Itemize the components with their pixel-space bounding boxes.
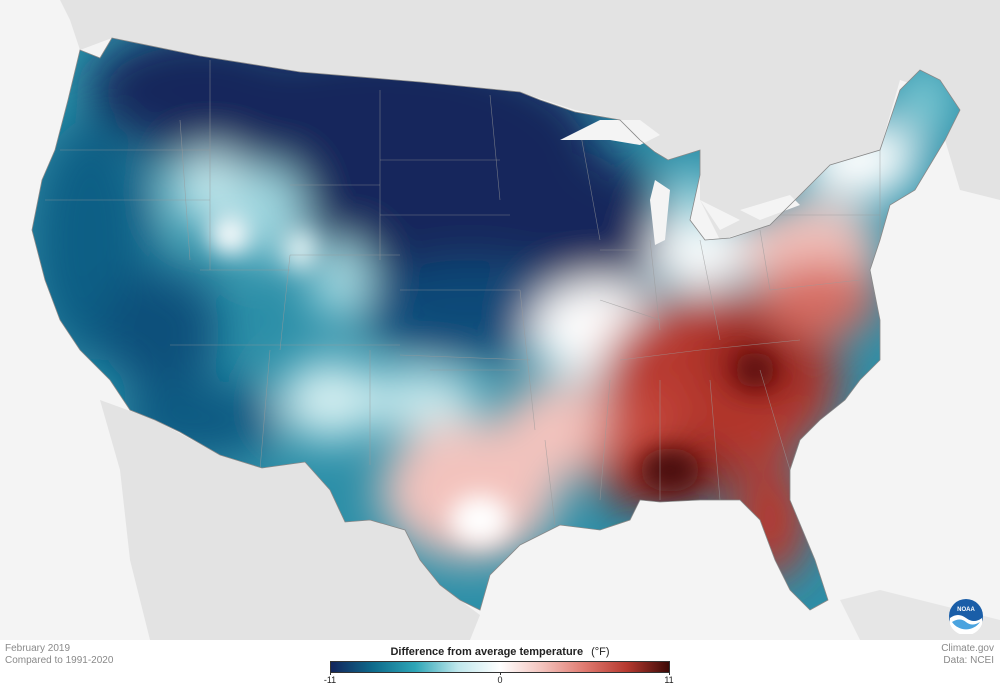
canada-landmass bbox=[60, 0, 1000, 240]
map-area bbox=[0, 0, 1000, 640]
legend-tick-max: 11 bbox=[664, 675, 674, 685]
legend-title: Difference from average temperature bbox=[390, 646, 584, 658]
mexico-landmass bbox=[100, 400, 480, 640]
legend-tick-mid: 0 bbox=[497, 675, 503, 685]
legend-tickmark-min bbox=[330, 672, 331, 675]
svg-text:NOAA: NOAA bbox=[957, 607, 975, 613]
great-lakes bbox=[560, 120, 800, 245]
footer-left: February 2019 Compared to 1991-2020 bbox=[5, 643, 113, 667]
temperature-anomaly-map bbox=[0, 0, 1000, 640]
legend-unit: (°F) bbox=[591, 646, 610, 658]
state-boundaries bbox=[45, 60, 881, 526]
baseline-label: Compared to 1991-2020 bbox=[5, 655, 114, 666]
color-legend: Difference from average temperature (°F) … bbox=[324, 645, 674, 689]
noaa-logo-icon: NOAA bbox=[949, 599, 983, 634]
legend-tickmark-mid bbox=[500, 672, 501, 675]
footer-right: Climate.gov Data: NCEI bbox=[941, 643, 994, 667]
legend-tickmark-max bbox=[669, 672, 670, 675]
us-outline bbox=[31, 37, 961, 611]
legend-tick-min: -11 bbox=[323, 675, 337, 685]
date-label: February 2019 bbox=[5, 643, 71, 654]
legend-title-row: Difference from average temperature (°F) bbox=[330, 645, 670, 659]
source-site: Climate.gov bbox=[941, 643, 994, 654]
data-source: Data: NCEI bbox=[943, 655, 994, 666]
